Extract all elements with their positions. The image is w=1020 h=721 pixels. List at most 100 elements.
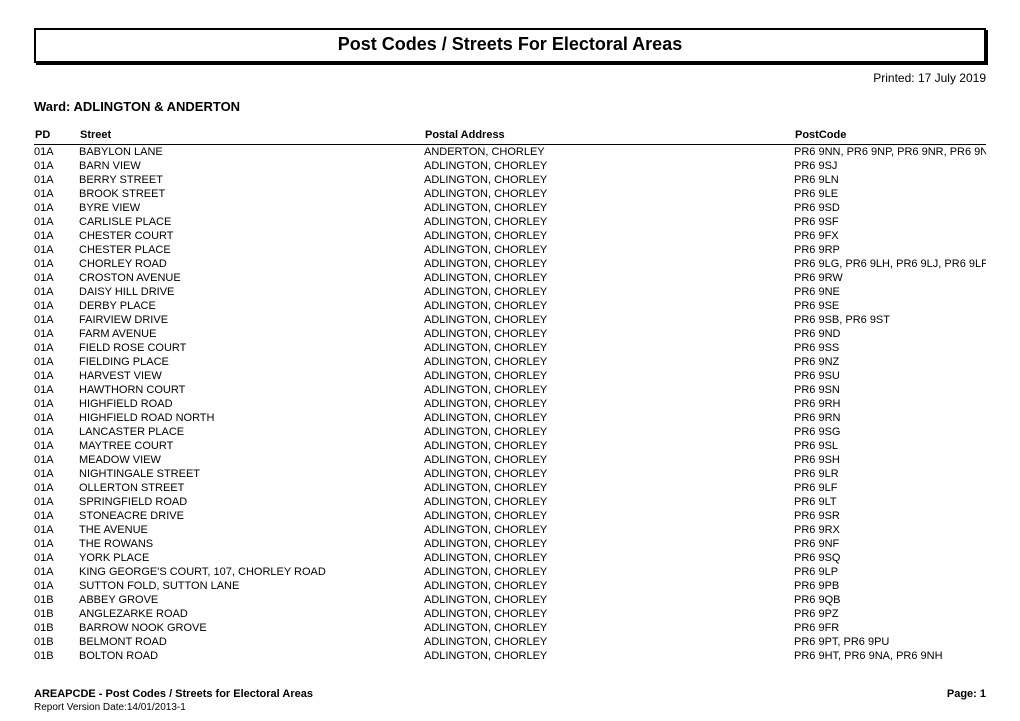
table-row: 01AOLLERTON STREETADLINGTON, CHORLEYPR6 …	[34, 481, 986, 495]
cell-addr: ADLINGTON, CHORLEY	[424, 537, 794, 551]
cell-addr: ADLINGTON, CHORLEY	[424, 215, 794, 229]
cell-street: FIELDING PLACE	[79, 355, 424, 369]
cell-addr: ADLINGTON, CHORLEY	[424, 439, 794, 453]
cell-pd: 01A	[34, 299, 79, 313]
cell-street: CHORLEY ROAD	[79, 257, 424, 271]
cell-street: OLLERTON STREET	[79, 481, 424, 495]
cell-addr: ADLINGTON, CHORLEY	[424, 551, 794, 565]
cell-post: PR6 9RP	[794, 243, 986, 257]
cell-addr: ADLINGTON, CHORLEY	[424, 411, 794, 425]
report-footer: AREAPCDE - Post Codes / Streets for Elec…	[34, 688, 986, 713]
cell-addr: ADLINGTON, CHORLEY	[424, 565, 794, 579]
cell-post: PR6 9SD	[794, 201, 986, 215]
cell-addr: ADLINGTON, CHORLEY	[424, 257, 794, 271]
cell-post: PR6 9SH	[794, 453, 986, 467]
cell-addr: ADLINGTON, CHORLEY	[424, 621, 794, 635]
cell-street: MAYTREE COURT	[79, 439, 424, 453]
cell-addr: ANDERTON, CHORLEY	[424, 145, 794, 160]
cell-addr: ADLINGTON, CHORLEY	[424, 607, 794, 621]
cell-post: PR6 9SB, PR6 9ST	[794, 313, 986, 327]
cell-pd: 01B	[34, 649, 79, 663]
cell-pd: 01A	[34, 229, 79, 243]
table-row: 01BBELMONT ROADADLINGTON, CHORLEYPR6 9PT…	[34, 635, 986, 649]
cell-addr: ADLINGTON, CHORLEY	[424, 425, 794, 439]
cell-street: BARN VIEW	[79, 159, 424, 173]
cell-street: DERBY PLACE	[79, 299, 424, 313]
cell-post: PR6 9FX	[794, 229, 986, 243]
cell-street: BYRE VIEW	[79, 201, 424, 215]
table-row: 01ACARLISLE PLACEADLINGTON, CHORLEYPR6 9…	[34, 215, 986, 229]
cell-street: DAISY HILL DRIVE	[79, 285, 424, 299]
cell-pd: 01B	[34, 593, 79, 607]
col-street: Street	[79, 128, 424, 145]
ward-label: Ward: ADLINGTON & ANDERTON	[34, 99, 986, 114]
cell-pd: 01A	[34, 201, 79, 215]
cell-street: HAWTHORN COURT	[79, 383, 424, 397]
cell-street: HARVEST VIEW	[79, 369, 424, 383]
cell-addr: ADLINGTON, CHORLEY	[424, 523, 794, 537]
cell-pd: 01B	[34, 635, 79, 649]
cell-street: FARM AVENUE	[79, 327, 424, 341]
cell-pd: 01A	[34, 355, 79, 369]
cell-pd: 01A	[34, 509, 79, 523]
cell-pd: 01A	[34, 215, 79, 229]
cell-addr: ADLINGTON, CHORLEY	[424, 201, 794, 215]
table-body: 01ABABYLON LANEANDERTON, CHORLEYPR6 9NN,…	[34, 145, 986, 664]
cell-addr: ADLINGTON, CHORLEY	[424, 173, 794, 187]
cell-pd: 01A	[34, 285, 79, 299]
cell-pd: 01A	[34, 313, 79, 327]
table-header-row: PD Street Postal Address PostCode	[34, 128, 986, 145]
cell-post: PR6 9SL	[794, 439, 986, 453]
table-row: 01ABARN VIEWADLINGTON, CHORLEYPR6 9SJ	[34, 159, 986, 173]
table-row: 01AFAIRVIEW DRIVEADLINGTON, CHORLEYPR6 9…	[34, 313, 986, 327]
cell-post: PR6 9SU	[794, 369, 986, 383]
cell-street: BROOK STREET	[79, 187, 424, 201]
cell-post: PR6 9LN	[794, 173, 986, 187]
cell-street: CARLISLE PLACE	[79, 215, 424, 229]
report-title-box: Post Codes / Streets For Electoral Areas	[34, 28, 986, 63]
cell-pd: 01A	[34, 173, 79, 187]
cell-addr: ADLINGTON, CHORLEY	[424, 285, 794, 299]
cell-addr: ADLINGTON, CHORLEY	[424, 481, 794, 495]
cell-street: FIELD ROSE COURT	[79, 341, 424, 355]
cell-pd: 01A	[34, 397, 79, 411]
cell-street: FAIRVIEW DRIVE	[79, 313, 424, 327]
cell-addr: ADLINGTON, CHORLEY	[424, 313, 794, 327]
table-row: 01AHARVEST VIEWADLINGTON, CHORLEYPR6 9SU	[34, 369, 986, 383]
cell-pd: 01A	[34, 523, 79, 537]
cell-pd: 01B	[34, 607, 79, 621]
printed-date: Printed: 17 July 2019	[34, 71, 986, 85]
cell-addr: ADLINGTON, CHORLEY	[424, 355, 794, 369]
table-row: 01AHAWTHORN COURTADLINGTON, CHORLEYPR6 9…	[34, 383, 986, 397]
cell-addr: ADLINGTON, CHORLEY	[424, 495, 794, 509]
cell-pd: 01A	[34, 187, 79, 201]
cell-post: PR6 9SJ	[794, 159, 986, 173]
table-row: 01AFARM AVENUEADLINGTON, CHORLEYPR6 9ND	[34, 327, 986, 341]
cell-street: CHESTER PLACE	[79, 243, 424, 257]
table-row: 01ACHESTER PLACEADLINGTON, CHORLEYPR6 9R…	[34, 243, 986, 257]
cell-street: BABYLON LANE	[79, 145, 424, 160]
cell-street: STONEACRE DRIVE	[79, 509, 424, 523]
table-row: 01ADERBY PLACEADLINGTON, CHORLEYPR6 9SE	[34, 299, 986, 313]
cell-street: HIGHFIELD ROAD	[79, 397, 424, 411]
report-title: Post Codes / Streets For Electoral Areas	[338, 34, 682, 54]
cell-street: ABBEY GROVE	[79, 593, 424, 607]
cell-street: YORK PLACE	[79, 551, 424, 565]
table-row: 01ABABYLON LANEANDERTON, CHORLEYPR6 9NN,…	[34, 145, 986, 160]
cell-addr: ADLINGTON, CHORLEY	[424, 243, 794, 257]
cell-street: LANCASTER PLACE	[79, 425, 424, 439]
table-row: 01ANIGHTINGALE STREETADLINGTON, CHORLEYP…	[34, 467, 986, 481]
cell-post: PR6 9SE	[794, 299, 986, 313]
cell-pd: 01A	[34, 467, 79, 481]
cell-street: CROSTON AVENUE	[79, 271, 424, 285]
cell-pd: 01A	[34, 369, 79, 383]
cell-post: PR6 9LT	[794, 495, 986, 509]
cell-pd: 01A	[34, 327, 79, 341]
cell-post: PR6 9LE	[794, 187, 986, 201]
cell-pd: 01A	[34, 243, 79, 257]
cell-street: NIGHTINGALE STREET	[79, 467, 424, 481]
cell-post: PR6 9LF	[794, 481, 986, 495]
cell-post: PR6 9SR	[794, 509, 986, 523]
cell-addr: ADLINGTON, CHORLEY	[424, 649, 794, 663]
footer-page-number: Page: 1	[947, 688, 986, 700]
